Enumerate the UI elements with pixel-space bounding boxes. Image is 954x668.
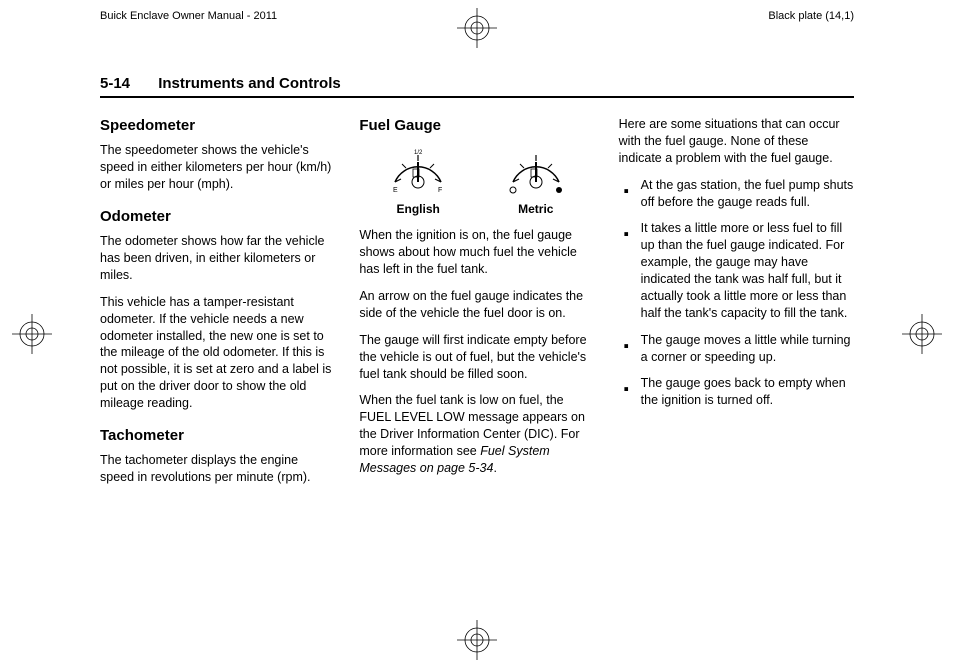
crop-mark-bottom — [457, 620, 497, 660]
gauge-illustrations: 1/2 E F — [359, 142, 594, 197]
heading-speedometer: Speedometer — [100, 116, 335, 136]
page-header: 5-14 Instruments and Controls — [100, 75, 854, 98]
plate-info: Black plate (14,1) — [768, 10, 854, 22]
manual-title: Buick Enclave Owner Manual - 2011 — [100, 10, 277, 22]
column-3: Here are some situations that can occur … — [619, 116, 854, 496]
section-title: Instruments and Controls — [158, 75, 341, 92]
list-item: The gauge goes back to empty when the ig… — [619, 375, 854, 409]
para-odometer-2: This vehicle has a tamper-resistant odom… — [100, 294, 335, 412]
situations-list: At the gas station, the fuel pump shuts … — [619, 177, 854, 410]
page-number: 5-14 — [100, 75, 130, 92]
column-1: Speedometer The speedometer shows the ve… — [100, 116, 335, 496]
para-fuel-2: An arrow on the fuel gauge indicates the… — [359, 288, 594, 322]
crop-mark-right — [902, 314, 942, 354]
para-fuel-4: When the fuel tank is low on fuel, the F… — [359, 392, 594, 476]
list-item: It takes a little more or less fuel to f… — [619, 220, 854, 321]
crop-mark-top — [457, 8, 497, 48]
column-2: Fuel Gauge 1/2 E F — [359, 116, 594, 496]
heading-tachometer: Tachometer — [100, 426, 335, 446]
heading-fuel-gauge: Fuel Gauge — [359, 116, 594, 136]
gauge-english-icon: 1/2 E F — [383, 142, 453, 197]
label-metric: Metric — [477, 201, 595, 217]
columns: Speedometer The speedometer shows the ve… — [100, 116, 854, 496]
label-english: English — [359, 201, 477, 217]
para-speedometer: The speedometer shows the vehicle's spee… — [100, 142, 335, 193]
gauge-labels: English Metric — [359, 201, 594, 217]
page-content: 5-14 Instruments and Controls Speedomete… — [100, 75, 854, 496]
para-situations-intro: Here are some situations that can occur … — [619, 116, 854, 167]
list-item: At the gas station, the fuel pump shuts … — [619, 177, 854, 211]
para-fuel-3: The gauge will first indicate empty befo… — [359, 332, 594, 383]
para-odometer-1: The odometer shows how far the vehicle h… — [100, 233, 335, 284]
para-tachometer: The tachometer displays the engine speed… — [100, 452, 335, 486]
heading-odometer: Odometer — [100, 207, 335, 227]
gauge-metric-icon — [501, 142, 571, 197]
svg-text:1/2: 1/2 — [414, 150, 423, 156]
crop-mark-left — [12, 314, 52, 354]
svg-text:E: E — [393, 187, 398, 194]
svg-text:F: F — [438, 187, 442, 194]
list-item: The gauge moves a little while turning a… — [619, 332, 854, 366]
para-fuel-1: When the ignition is on, the fuel gauge … — [359, 227, 594, 278]
